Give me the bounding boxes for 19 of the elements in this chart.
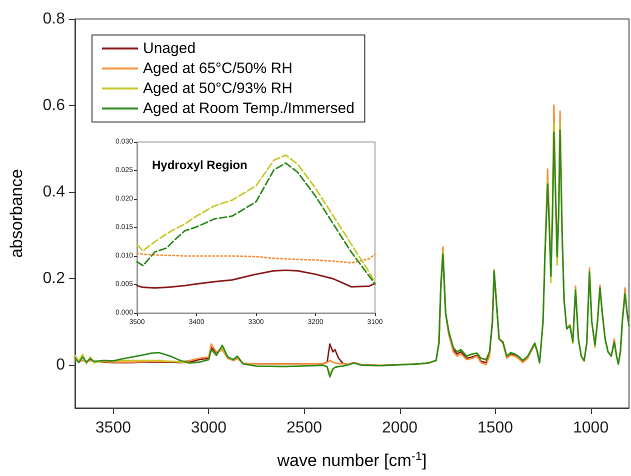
line-series — [136, 269, 376, 289]
text: Hydroxyl Region — [152, 158, 248, 172]
x-tick-label: 2000 — [382, 420, 418, 436]
legend-label: Unaged — [143, 40, 196, 57]
legend-label: Aged at 50°C/93% RH — [143, 80, 292, 97]
y-axis-title: absorbance — [7, 169, 26, 258]
y-tick-label: 0.4 — [42, 183, 66, 200]
legend-label: Aged at Room Temp./Immersed — [143, 100, 354, 117]
x-tick-label: 3000 — [190, 420, 227, 436]
legend-label: Aged at 65°C/50% RH — [143, 60, 292, 77]
y-tick-label: 0 — [56, 356, 66, 374]
x-tick-label: 1500 — [477, 420, 514, 436]
y-tick-label: 0.2 — [42, 270, 66, 287]
line-series — [136, 252, 376, 264]
x-tick-label: 1000 — [572, 420, 609, 436]
y-tick-label: 0.8 — [42, 10, 66, 28]
y-tick-label: 0.6 — [42, 96, 66, 114]
x-tick-label: 2500 — [286, 420, 322, 436]
x-tick-label: 3500 — [95, 420, 132, 436]
